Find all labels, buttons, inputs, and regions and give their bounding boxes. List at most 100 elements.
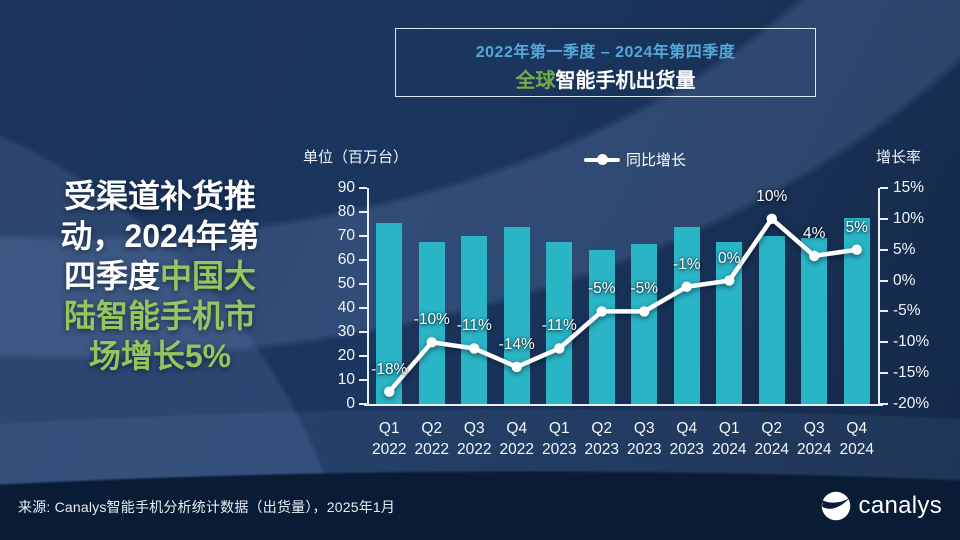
growth-data-label: -5% xyxy=(630,280,659,298)
right-axis-tick xyxy=(880,279,888,282)
growth-data-label: -10% xyxy=(413,311,450,329)
x-axis-label: Q3 2023 xyxy=(623,418,666,460)
growth-data-label: -14% xyxy=(498,335,535,353)
canalys-logo-icon xyxy=(821,491,850,521)
x-axis-quarter: Q1 xyxy=(718,420,740,437)
x-axis-label: Q2 2024 xyxy=(751,418,794,460)
growth-data-label: -11% xyxy=(541,317,577,335)
left-axis-tick-label: 70 xyxy=(337,227,355,244)
x-axis-line xyxy=(364,404,883,406)
x-axis-label: Q3 2024 xyxy=(793,418,836,460)
growth-line-marker xyxy=(384,386,395,397)
chart-title-highlight: 全球 xyxy=(515,70,556,92)
x-axis-quarter: Q3 xyxy=(463,420,485,437)
left-axis-tick xyxy=(359,379,367,381)
growth-line-marker xyxy=(426,337,437,348)
headline-line: 动，2024年第 xyxy=(30,216,290,256)
x-axis-year: 2022 xyxy=(499,441,534,458)
left-axis-tick xyxy=(359,235,367,237)
shipment-bar xyxy=(461,236,488,404)
growth-data-label: 5% xyxy=(845,218,868,236)
x-axis-year: 2024 xyxy=(797,441,832,458)
growth-line-marker xyxy=(724,275,735,286)
left-axis-tick-label: 50 xyxy=(337,275,355,292)
headline-segment: 场增长5% xyxy=(88,338,232,374)
growth-line xyxy=(384,213,862,397)
right-axis-tick-label: 0% xyxy=(893,271,916,289)
left-axis-tick xyxy=(359,331,367,333)
x-axis-label: Q2 2022 xyxy=(411,418,454,460)
left-axis-tick xyxy=(359,187,367,189)
growth-data-label: 0% xyxy=(718,249,741,267)
growth-data-label: -1% xyxy=(672,255,701,273)
headline-segment: 中国大 xyxy=(160,258,257,294)
left-axis-tick-label: 10 xyxy=(337,371,355,388)
legend-dot-icon xyxy=(597,154,608,165)
x-axis-year: 2024 xyxy=(754,441,789,458)
x-axis-quarter: Q3 xyxy=(803,420,825,437)
right-axis-tick xyxy=(880,403,888,405)
right-axis-tick-label: -5% xyxy=(893,302,921,320)
shipment-bar xyxy=(546,241,573,404)
x-axis-quarter: Q4 xyxy=(506,420,528,437)
x-axis-label: Q1 2022 xyxy=(368,418,411,460)
shipment-bar xyxy=(758,236,785,404)
chart-period: 2022年第一季度 – 2024年第四季度 xyxy=(475,44,736,61)
right-axis-line xyxy=(878,188,880,404)
x-axis-quarter: Q1 xyxy=(548,420,570,437)
left-axis-tick xyxy=(359,259,367,261)
chart-title: 全球智能手机出货量 xyxy=(396,64,815,93)
right-axis-tick-label: 15% xyxy=(893,179,925,196)
growth-line-marker xyxy=(469,343,480,354)
x-axis-year: 2023 xyxy=(584,441,619,458)
shipment-bar xyxy=(631,243,658,404)
growth-line-marker xyxy=(554,343,565,354)
left-axis-tick xyxy=(359,307,367,309)
x-axis-quarter: Q4 xyxy=(846,420,868,437)
shipment-bar xyxy=(801,238,828,404)
x-axis-year: 2024 xyxy=(712,441,747,458)
growth-line-marker xyxy=(511,361,522,373)
x-axis-quarter: Q3 xyxy=(633,420,655,437)
x-axis-quarter: Q2 xyxy=(421,420,443,437)
headline-line: 受渠道补货推 xyxy=(30,176,290,216)
growth-data-label: 4% xyxy=(803,224,826,242)
canalys-logo: canalys xyxy=(821,491,942,521)
left-axis-tick xyxy=(359,403,367,405)
left-axis-tick xyxy=(359,211,367,213)
growth-line-marker xyxy=(766,213,777,225)
x-axis-year: 2022 xyxy=(414,441,449,458)
x-axis-quarter: Q2 xyxy=(591,420,613,437)
shipment-bar xyxy=(376,222,403,404)
x-axis-label: Q4 2023 xyxy=(666,418,709,460)
growth-line-marker xyxy=(809,250,820,262)
headline-segment: 四季度 xyxy=(63,258,160,294)
headline-segment: 受渠道补货推 xyxy=(63,178,256,214)
legend-line-marker-icon xyxy=(584,154,620,165)
growth-data-label: -5% xyxy=(587,280,616,298)
left-axis-tick-label: 80 xyxy=(337,203,355,220)
shipment-bar xyxy=(503,226,530,404)
right-axis-tick-label: -20% xyxy=(893,395,930,412)
growth-data-label: -18% xyxy=(371,360,408,378)
x-axis-label: Q4 2022 xyxy=(496,418,539,460)
shipment-bar xyxy=(588,249,615,404)
right-axis-title: 增长率 xyxy=(876,149,922,166)
shipment-bar xyxy=(418,242,445,404)
left-axis-tick-label: 90 xyxy=(337,179,355,196)
legend-label: 同比增长 xyxy=(626,152,687,169)
right-axis-tick xyxy=(880,310,888,313)
chart-title-rest: 智能手机出货量 xyxy=(555,70,696,92)
left-axis-tick xyxy=(359,283,367,285)
headline-line: 场增长5% xyxy=(30,336,290,376)
headline-segment: 陆智能手机市 xyxy=(63,298,256,334)
growth-line-marker xyxy=(681,281,692,292)
growth-data-label: 10% xyxy=(756,187,788,205)
x-axis-label: Q4 2024 xyxy=(836,418,879,460)
headline-line: 陆智能手机市 xyxy=(30,296,290,336)
left-axis-tick-label: 20 xyxy=(337,347,355,364)
growth-data-label: -11% xyxy=(456,317,492,335)
headline-segment: 动，2024年第 xyxy=(60,218,260,254)
right-axis-tick-label: 5% xyxy=(893,240,916,258)
